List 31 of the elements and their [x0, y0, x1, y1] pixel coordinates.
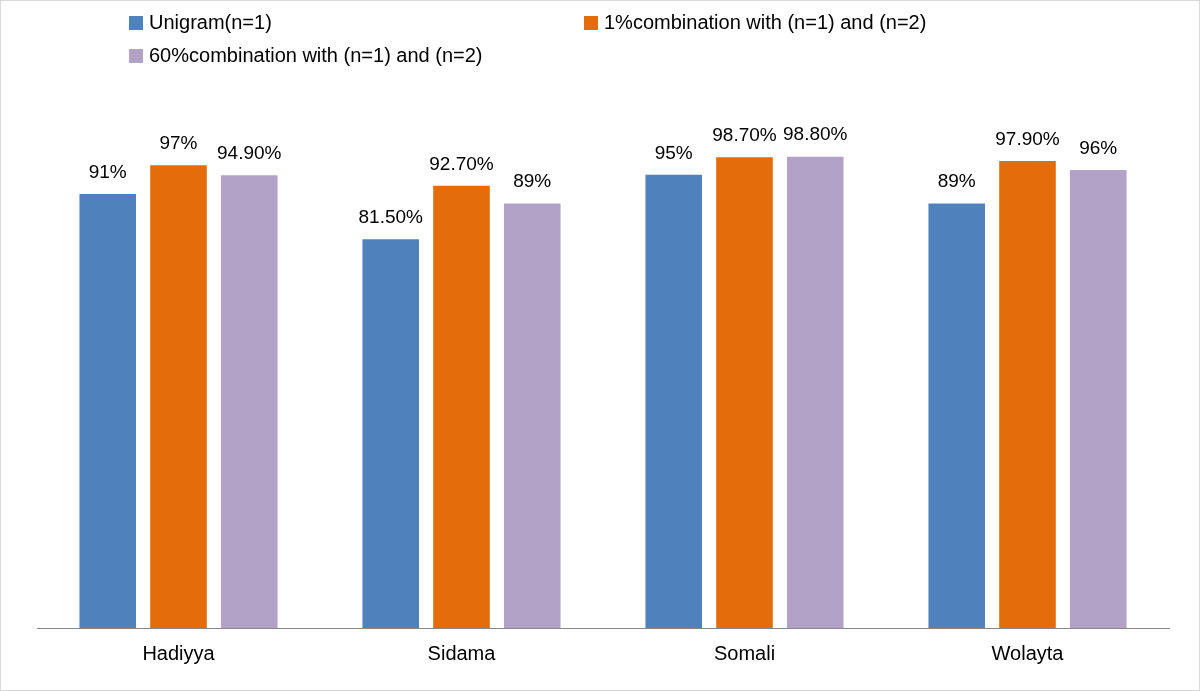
- data-label: 94.90%: [217, 142, 282, 164]
- data-label: 97%: [159, 132, 198, 154]
- data-label: 98.70%: [712, 123, 777, 145]
- x-tick-label: Hadiyya: [142, 641, 216, 664]
- data-label: 81.50%: [358, 205, 424, 227]
- bar: [786, 156, 844, 628]
- bar: [362, 239, 420, 628]
- x-tick-label: Wolayta: [991, 641, 1065, 664]
- data-label: 97.90%: [995, 127, 1060, 149]
- x-tick-label: Somali: [713, 641, 776, 664]
- data-label: 91%: [88, 160, 127, 182]
- bar: [503, 203, 561, 628]
- legend-label: Unigram(n=1): [149, 11, 272, 34]
- x-tick-label: Sidama: [427, 641, 497, 664]
- data-label: 89%: [513, 170, 552, 192]
- bar: [928, 203, 986, 628]
- data-label: 92.70%: [429, 152, 494, 174]
- bar: [645, 174, 703, 628]
- bar: [716, 157, 773, 628]
- legend-label: 1%combination with (n=1) and (n=2): [604, 11, 927, 34]
- bar: [150, 165, 207, 628]
- data-label: 98.80%: [783, 123, 848, 145]
- data-label: 96%: [1079, 136, 1118, 158]
- bar: [220, 175, 278, 628]
- bar: [433, 185, 490, 628]
- bar: [1069, 170, 1127, 628]
- bar: [999, 161, 1056, 628]
- data-label: 95%: [654, 141, 693, 163]
- data-label: 89%: [937, 170, 976, 192]
- legend-label: 60%combination with (n=1) and (n=2): [149, 44, 483, 67]
- bar: [79, 193, 137, 628]
